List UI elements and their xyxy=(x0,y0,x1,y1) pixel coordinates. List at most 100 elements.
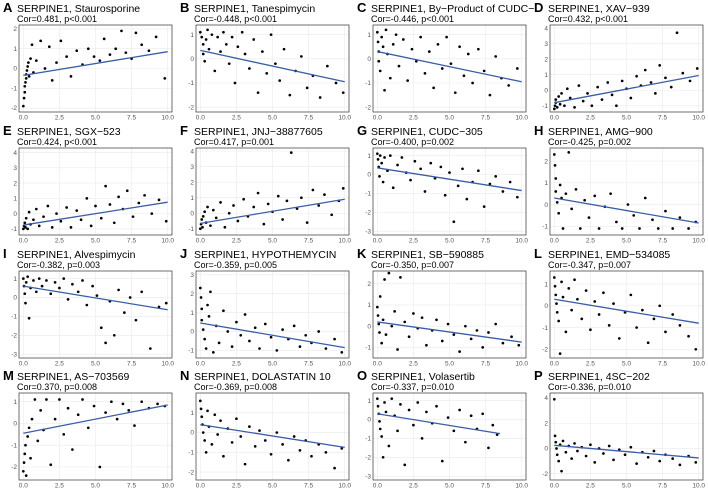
data-point xyxy=(311,188,315,192)
data-point xyxy=(115,418,119,421)
x-tick-label: 2.5 xyxy=(586,237,595,244)
data-point xyxy=(552,107,556,111)
data-point xyxy=(561,295,565,298)
panel-subtitle: Cor=-0.400, p=0.002 xyxy=(371,137,454,147)
data-point xyxy=(554,176,558,180)
data-point xyxy=(452,332,456,336)
data-point xyxy=(407,408,411,412)
data-point xyxy=(27,75,31,78)
x-tick-label: 0.0 xyxy=(19,237,28,244)
data-point xyxy=(65,205,68,209)
data-point xyxy=(263,439,267,443)
data-point xyxy=(39,39,43,43)
data-point xyxy=(94,204,97,208)
data-point xyxy=(391,42,395,46)
regression-line xyxy=(23,284,168,310)
panel-letter: E xyxy=(3,123,12,138)
regression-line xyxy=(23,404,168,435)
data-point xyxy=(458,45,461,49)
panel-subtitle: Cor=-0.369, p=0.008 xyxy=(194,382,277,392)
data-point xyxy=(92,55,96,58)
data-point xyxy=(564,451,568,454)
data-point xyxy=(204,38,208,41)
data-point xyxy=(287,459,290,462)
y-tick-label: -1 xyxy=(365,190,371,197)
x-tick-label: 5.0 xyxy=(91,237,100,244)
panel-letter: L xyxy=(534,246,542,261)
panel-title: SERPINE1, SGX−523 xyxy=(17,126,121,138)
data-point xyxy=(609,192,612,195)
data-point xyxy=(143,193,146,197)
data-point xyxy=(209,289,212,293)
data-point xyxy=(375,152,379,155)
data-point xyxy=(446,322,450,325)
data-point xyxy=(623,453,627,457)
y-tick-label: -1 xyxy=(542,223,548,230)
data-point xyxy=(555,105,559,109)
x-tick-label: 5.0 xyxy=(622,237,631,244)
y-tick-label: -1 xyxy=(188,80,194,87)
x-tick-label: 2.5 xyxy=(232,237,241,244)
panel-title: SERPINE1, JNJ−38877605 xyxy=(194,126,323,138)
data-point xyxy=(602,290,605,294)
x-tick-label: 5.0 xyxy=(445,360,454,367)
data-point xyxy=(678,323,682,327)
data-point xyxy=(157,198,161,201)
data-point xyxy=(475,328,479,332)
y-tick-label: 0 xyxy=(190,328,194,335)
x-tick-label: 0.0 xyxy=(196,360,205,367)
data-point xyxy=(79,218,83,221)
data-point xyxy=(248,425,251,429)
data-point xyxy=(27,210,31,214)
y-tick-label: -1 xyxy=(188,450,194,457)
data-point xyxy=(494,322,498,325)
data-point xyxy=(477,47,480,51)
y-tick-label: 1 xyxy=(13,195,17,202)
data-point xyxy=(134,31,138,35)
data-point xyxy=(34,59,38,62)
plot-border xyxy=(549,270,704,358)
data-point xyxy=(235,320,238,323)
data-point xyxy=(236,45,240,49)
data-point xyxy=(121,402,125,406)
data-point xyxy=(108,202,112,206)
regression-line xyxy=(554,74,699,104)
data-point xyxy=(577,84,581,87)
data-point xyxy=(340,447,344,450)
x-tick-label: 10.0 xyxy=(161,360,174,367)
x-tick-label: 7.5 xyxy=(658,115,667,122)
y-tick-label: 2 xyxy=(190,290,194,297)
data-point xyxy=(252,38,256,41)
panel-letter: D xyxy=(534,0,543,15)
data-point xyxy=(390,324,394,328)
data-point xyxy=(378,69,382,73)
data-point xyxy=(262,222,266,226)
data-point xyxy=(39,409,43,412)
data-point xyxy=(375,305,379,308)
data-point xyxy=(420,437,424,440)
data-point xyxy=(140,289,144,293)
data-point xyxy=(381,180,385,184)
plot-border xyxy=(549,392,704,481)
data-point xyxy=(383,401,386,405)
x-tick-label: 0.0 xyxy=(373,237,382,244)
x-tick-label: 10.0 xyxy=(515,360,528,367)
x-tick-label: 2.5 xyxy=(586,483,595,490)
data-point xyxy=(464,324,467,328)
data-point xyxy=(71,282,74,286)
data-point xyxy=(86,47,90,51)
y-tick-label: 1 xyxy=(367,302,371,309)
data-point xyxy=(288,93,292,97)
data-point xyxy=(576,449,579,453)
data-point xyxy=(204,451,208,454)
y-tick-label: -2 xyxy=(542,471,548,478)
data-point xyxy=(378,294,382,298)
data-point xyxy=(200,35,204,39)
data-point xyxy=(227,211,231,215)
data-point xyxy=(583,198,586,202)
data-point xyxy=(235,417,238,421)
data-point xyxy=(150,212,154,215)
data-point xyxy=(615,220,618,224)
